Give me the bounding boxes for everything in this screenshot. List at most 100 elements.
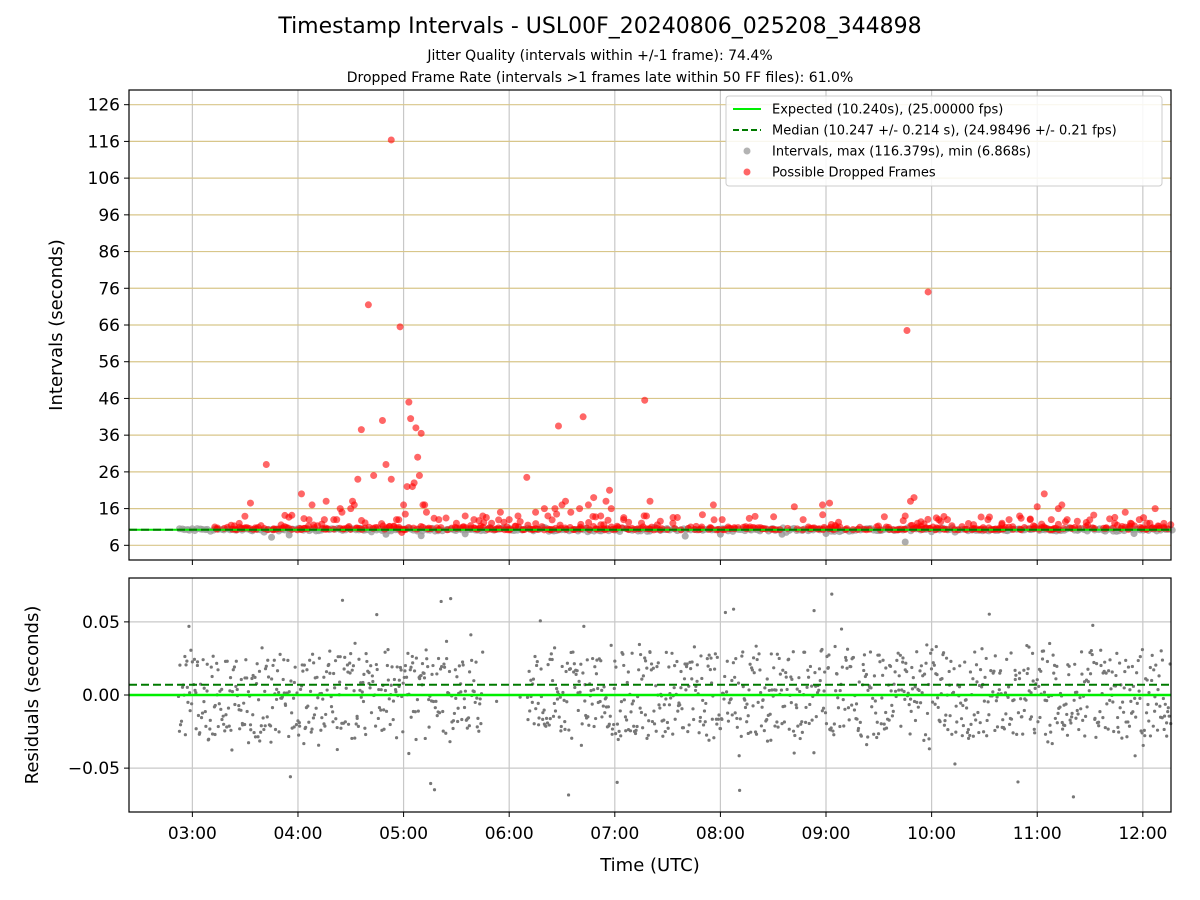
residual-point bbox=[1140, 647, 1145, 652]
residual-point bbox=[362, 672, 366, 677]
residual-point bbox=[830, 592, 834, 596]
y-tick-label: 36 bbox=[98, 426, 120, 446]
residual-point bbox=[369, 711, 374, 715]
residual-point bbox=[1069, 721, 1073, 725]
residual-point bbox=[185, 685, 189, 689]
residual-point bbox=[641, 674, 646, 678]
dropped-point bbox=[421, 501, 429, 509]
residual-point bbox=[889, 689, 893, 693]
residual-point bbox=[1151, 724, 1155, 728]
residual-point bbox=[460, 717, 464, 722]
residual-point bbox=[663, 730, 667, 734]
residual-point bbox=[654, 684, 658, 688]
residual-point bbox=[389, 683, 393, 687]
residual-point bbox=[817, 667, 822, 671]
residual-point bbox=[1017, 676, 1022, 681]
residual-point bbox=[898, 653, 902, 657]
residual-point bbox=[301, 669, 305, 673]
residual-point bbox=[1086, 667, 1090, 671]
residual-point bbox=[1076, 712, 1080, 716]
residual-point bbox=[342, 667, 346, 671]
x-tick-label: 06:00 bbox=[485, 824, 534, 844]
residual-point bbox=[684, 665, 689, 669]
residual-point bbox=[823, 670, 827, 674]
residual-point bbox=[628, 729, 633, 733]
residual-point bbox=[854, 702, 859, 706]
residual-point bbox=[208, 727, 212, 731]
dropped-point bbox=[305, 516, 313, 524]
residual-point bbox=[852, 708, 857, 712]
residual-point bbox=[981, 730, 986, 734]
residual-point bbox=[310, 727, 314, 731]
y-tick-label: 26 bbox=[98, 463, 120, 483]
residual-point bbox=[424, 648, 428, 652]
residual-point bbox=[1053, 716, 1057, 721]
residual-point bbox=[525, 695, 530, 699]
dropped-point bbox=[641, 396, 649, 404]
residual-point bbox=[1101, 716, 1105, 720]
dropped-point bbox=[977, 513, 985, 521]
residual-point bbox=[767, 688, 771, 693]
residual-point bbox=[955, 720, 959, 724]
residual-point bbox=[664, 697, 668, 701]
residual-point bbox=[784, 670, 788, 675]
residual-point bbox=[328, 671, 332, 675]
dropped-point bbox=[488, 519, 496, 527]
residual-point bbox=[1162, 714, 1167, 718]
residual-point bbox=[833, 644, 837, 649]
residual-point bbox=[1160, 716, 1164, 720]
residual-point bbox=[637, 642, 642, 647]
residual-point bbox=[944, 713, 948, 717]
residual-point bbox=[334, 717, 338, 721]
residual-point bbox=[891, 709, 895, 713]
residual-point bbox=[953, 762, 957, 766]
dropped-point bbox=[393, 516, 401, 524]
residual-point bbox=[682, 677, 687, 681]
residual-point bbox=[725, 659, 729, 663]
dropped-point bbox=[576, 505, 584, 513]
residual-point bbox=[715, 655, 719, 659]
y-tick-label: 126 bbox=[88, 96, 120, 116]
residual-point bbox=[654, 729, 658, 733]
x-tick-label: 12:00 bbox=[1118, 824, 1167, 844]
residual-point bbox=[557, 715, 561, 719]
dropped-point bbox=[442, 514, 450, 522]
residual-point bbox=[692, 645, 697, 649]
residual-point bbox=[1089, 649, 1093, 653]
residual-point bbox=[256, 698, 261, 702]
residual-point bbox=[1033, 686, 1037, 690]
residual-point bbox=[316, 696, 320, 700]
residual-point bbox=[1097, 724, 1101, 728]
residual-point bbox=[592, 688, 596, 692]
x-tick-label: 08:00 bbox=[696, 824, 745, 844]
residual-point bbox=[467, 670, 472, 674]
residual-point bbox=[634, 728, 638, 732]
dropped-point bbox=[511, 522, 519, 530]
residual-point bbox=[190, 702, 194, 706]
residual-point bbox=[1041, 649, 1046, 653]
residual-point bbox=[966, 736, 971, 740]
y-tick-label: 66 bbox=[98, 316, 120, 336]
dropped-point bbox=[1160, 523, 1168, 531]
residual-point bbox=[873, 699, 877, 703]
residual-point bbox=[1070, 711, 1074, 715]
dropped-point bbox=[924, 515, 932, 523]
dropped-point bbox=[710, 516, 718, 524]
dropped-point bbox=[620, 516, 628, 524]
residual-point bbox=[769, 738, 773, 742]
residual-point bbox=[367, 671, 371, 675]
residual-point bbox=[1045, 659, 1050, 664]
residual-point bbox=[739, 734, 743, 738]
residual-point bbox=[795, 706, 799, 710]
dropped-point bbox=[407, 415, 415, 423]
residual-point bbox=[369, 664, 373, 668]
residual-point bbox=[403, 663, 408, 668]
residual-point bbox=[239, 708, 243, 712]
residual-point bbox=[178, 723, 183, 727]
residual-point bbox=[452, 711, 457, 716]
y-tick-label: 6 bbox=[109, 536, 120, 556]
residual-point bbox=[943, 719, 947, 723]
legend-dropped-swatch bbox=[743, 168, 751, 176]
residual-point bbox=[209, 665, 213, 669]
